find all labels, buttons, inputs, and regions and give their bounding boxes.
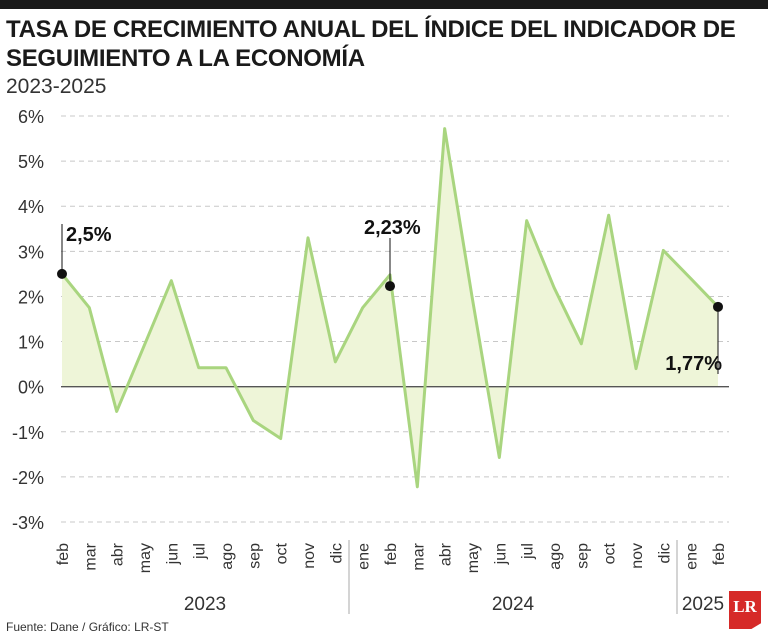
x-tick-label: ene (356, 543, 373, 570)
x-tick-label: dic (656, 543, 673, 563)
x-tick-label: ago (219, 543, 236, 570)
y-tick-label: 0% (18, 378, 44, 398)
chart-subtitle: 2023-2025 (6, 75, 107, 98)
y-tick-label: -2% (12, 468, 44, 488)
annotation-marker (713, 301, 723, 312)
x-tick-label: nov (301, 543, 318, 569)
x-tick-label: may (465, 543, 482, 573)
x-tick-label: ene (684, 543, 701, 570)
x-tick-label: nov (629, 543, 646, 569)
x-tick-label: mar (82, 542, 99, 570)
source-note: Fuente: Dane / Gráfico: LR-ST (6, 620, 169, 634)
x-tick-label: sep (574, 543, 591, 569)
x-tick-label: oct (274, 542, 291, 564)
x-tick-label: feb (383, 543, 400, 565)
x-tick-label: ago (547, 543, 564, 570)
annotation-marker (57, 268, 67, 279)
x-tick-label: dic (328, 543, 345, 563)
x-tick-label: may (137, 543, 154, 573)
x-tick-label: jul (520, 543, 537, 560)
x-tick-label: sep (246, 543, 263, 569)
y-tick-label: 4% (18, 197, 44, 217)
y-tick-label: -1% (12, 423, 44, 443)
y-tick-label: -3% (12, 513, 44, 533)
x-tick-label: abr (438, 542, 455, 566)
x-tick-label: feb (55, 543, 72, 565)
annotation-marker (385, 281, 395, 292)
series-area (62, 128, 718, 487)
x-tick-label: jul (192, 543, 209, 560)
annotation-label: 1,77% (665, 353, 722, 375)
x-tick-label: feb (711, 543, 728, 565)
x-tick-label: jun (164, 543, 181, 565)
y-tick-label: 5% (18, 152, 44, 172)
top-rule (0, 0, 768, 9)
lr-logo: LR (729, 591, 761, 629)
annotation-label: 2,23% (364, 217, 421, 239)
year-label: 2024 (492, 594, 535, 615)
x-tick-label: abr (110, 542, 127, 566)
y-tick-label: 2% (18, 287, 44, 307)
y-tick-label: 6% (18, 107, 44, 127)
annotation-label: 2,5% (66, 224, 112, 246)
chart-title: TASA DE CRECIMIENTO ANUAL DEL ÍNDICE DEL… (6, 16, 736, 72)
year-label: 2025 (682, 594, 724, 615)
year-label: 2023 (184, 594, 226, 615)
x-tick-label: jun (492, 543, 509, 565)
x-tick-label: mar (410, 542, 427, 570)
y-tick-label: 3% (18, 242, 44, 262)
x-tick-label: oct (602, 542, 619, 564)
y-tick-label: 1% (18, 333, 44, 353)
